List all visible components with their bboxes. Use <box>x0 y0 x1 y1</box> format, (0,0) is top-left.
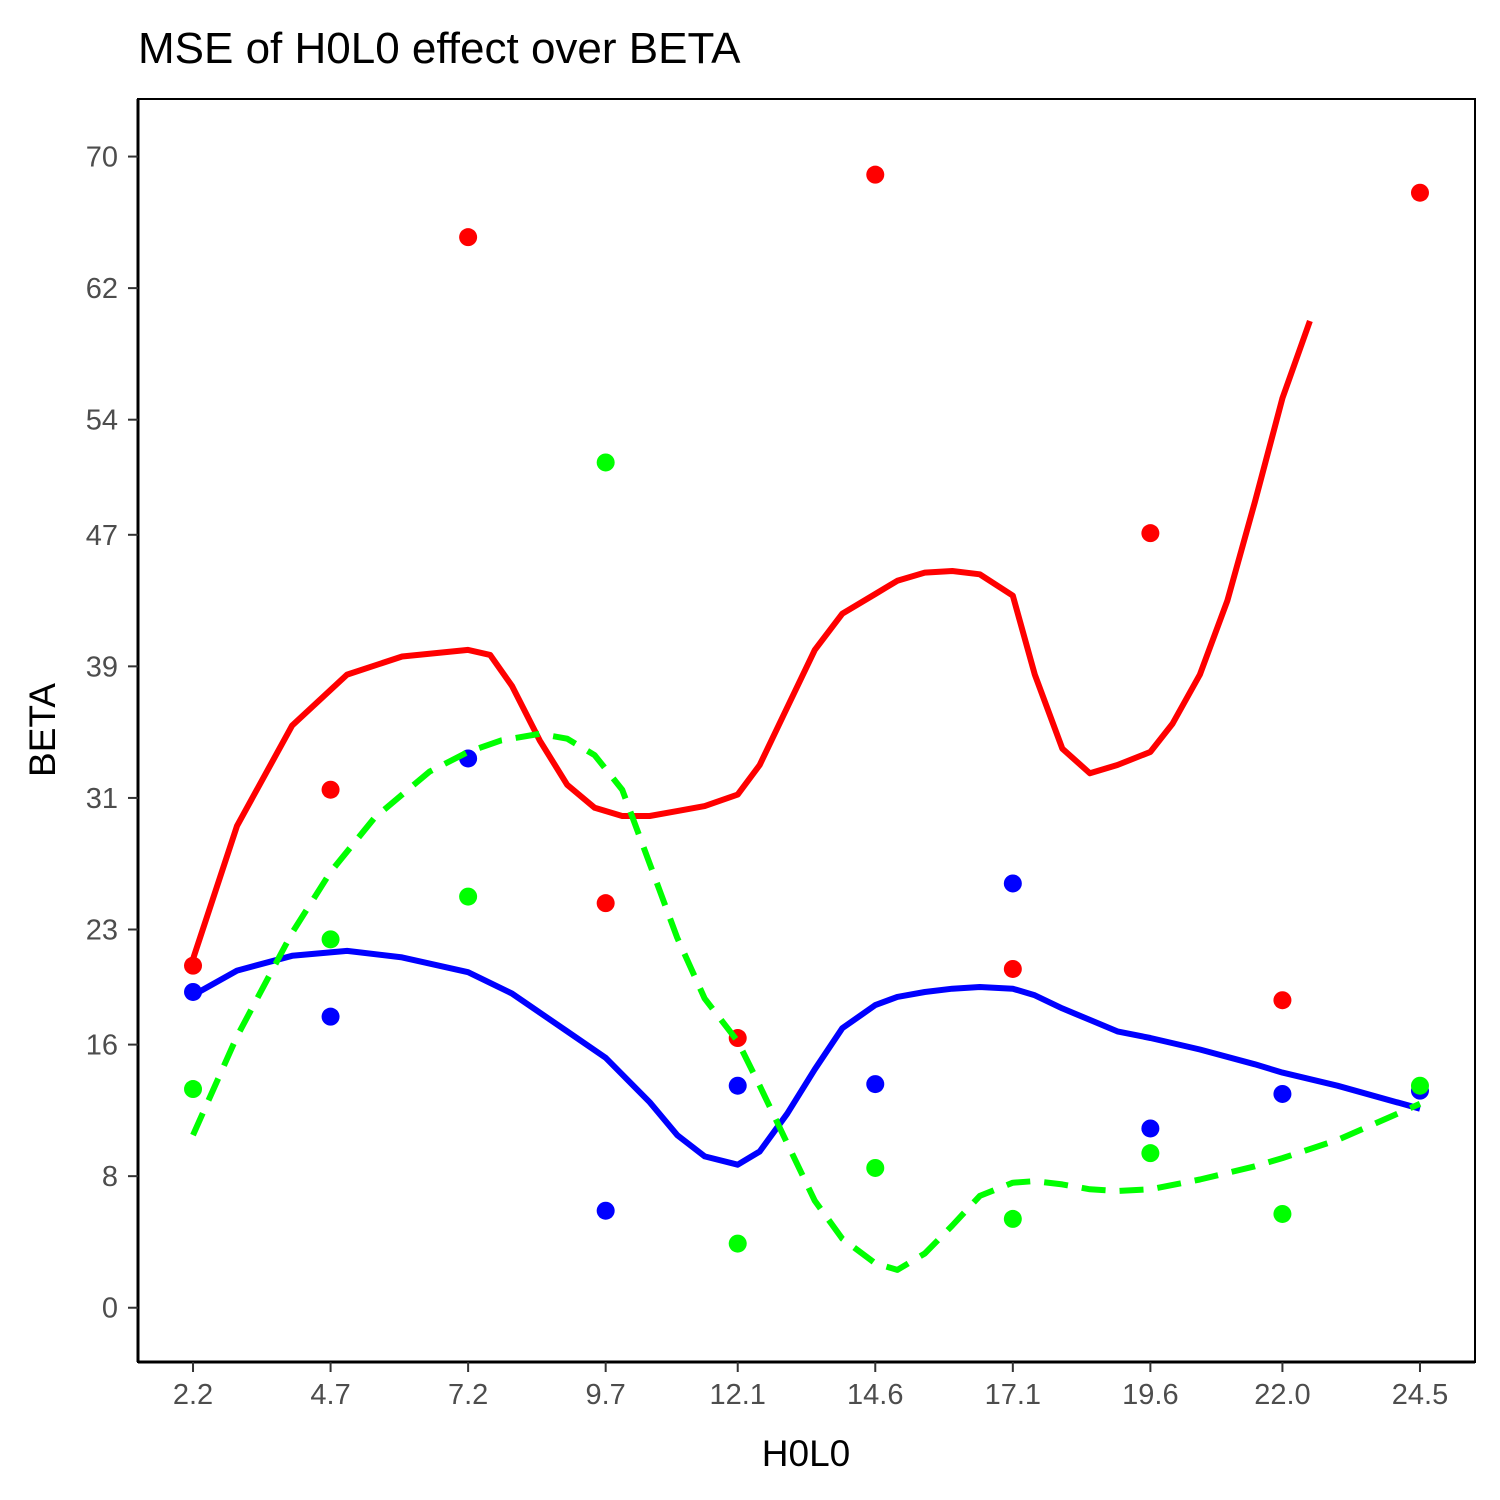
y-tick-label: 70 <box>86 142 118 174</box>
data-point <box>321 930 340 949</box>
x-tick-label: 22.0 <box>1254 1379 1310 1411</box>
x-tick-label: 19.6 <box>1122 1379 1178 1411</box>
data-point <box>596 453 615 472</box>
chart-title: MSE of H0L0 effect over BETA <box>138 24 741 73</box>
data-point <box>1003 959 1022 978</box>
x-tick-label: 17.1 <box>985 1379 1041 1411</box>
series-line <box>190 730 1422 1273</box>
y-tick-label: 16 <box>86 1030 118 1062</box>
y-tick-label: 47 <box>86 520 118 552</box>
x-tick-label: 4.7 <box>310 1379 350 1411</box>
series-line <box>190 319 1313 961</box>
series-3 <box>184 453 1429 1273</box>
data-point <box>1003 1209 1022 1228</box>
data-point <box>1410 1076 1429 1095</box>
data-point <box>1141 1119 1160 1138</box>
data-point <box>866 165 885 184</box>
x-axis-title: H0L0 <box>762 1433 850 1474</box>
y-tick-label: 8 <box>102 1161 118 1193</box>
data-point <box>866 1075 885 1094</box>
y-tick-label: 62 <box>86 273 118 305</box>
data-point <box>728 1076 747 1095</box>
data-point <box>1273 1084 1292 1103</box>
x-tick-label: 2.2 <box>173 1379 213 1411</box>
series-line <box>191 947 1421 1168</box>
data-point <box>1003 874 1022 893</box>
data-point <box>321 780 340 799</box>
series-1 <box>184 165 1429 1048</box>
data-point <box>184 956 203 975</box>
data-point <box>321 1007 340 1026</box>
x-tick-label: 12.1 <box>709 1379 765 1411</box>
data-point <box>596 894 615 913</box>
y-tick-label: 31 <box>86 783 118 815</box>
series-2 <box>184 749 1429 1220</box>
series-layer <box>184 165 1429 1273</box>
y-tick-label: 23 <box>86 914 118 946</box>
plot-panel-border <box>137 98 1476 1363</box>
data-point <box>1273 991 1292 1010</box>
data-point <box>1141 1144 1160 1163</box>
y-tick-label: 54 <box>86 405 118 437</box>
y-tick-label: 0 <box>102 1293 118 1325</box>
data-point <box>1273 1204 1292 1223</box>
x-tick-label: 24.5 <box>1392 1379 1448 1411</box>
x-tick-label: 14.6 <box>847 1379 903 1411</box>
data-point <box>596 1201 615 1220</box>
x-tick-label: 9.7 <box>586 1379 626 1411</box>
y-axis: 0 8 16 23 31 39 47 54 62 70 <box>86 99 140 1362</box>
y-tick-label: 39 <box>86 651 118 683</box>
data-point <box>866 1158 885 1177</box>
data-point <box>184 982 203 1001</box>
x-axis: 2.2 4.7 7.2 9.7 12.1 14.6 17.1 19.6 22.0 24.5 <box>138 1360 1475 1411</box>
data-point <box>728 1234 747 1253</box>
y-axis-title: BETA <box>22 683 63 777</box>
x-tick-label: 7.2 <box>448 1379 488 1411</box>
data-point <box>459 887 478 906</box>
data-point <box>1410 183 1429 202</box>
data-point <box>1141 524 1160 543</box>
data-point <box>184 1080 203 1099</box>
data-point <box>459 228 478 247</box>
